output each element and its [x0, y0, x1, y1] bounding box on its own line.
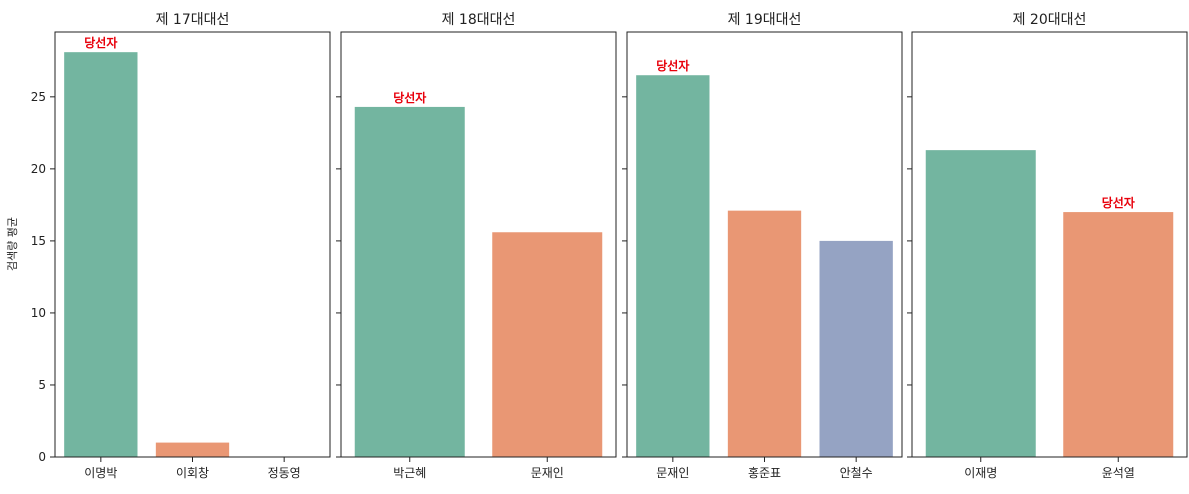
y-tick-label: 25: [31, 90, 46, 104]
bar-이명박: [64, 52, 138, 457]
x-tick-label: 윤석열: [1102, 466, 1135, 480]
y-axis-label: 검색량 평균: [6, 217, 19, 271]
bar-문재인: [636, 75, 710, 457]
panel-title: 제 17대대선: [156, 12, 230, 28]
y-tick-label: 0: [38, 450, 46, 464]
y-tick-label: 10: [31, 306, 46, 320]
x-tick-label: 이재명: [964, 466, 997, 480]
bar-박근혜: [354, 106, 465, 457]
bar-윤석열: [1063, 212, 1174, 457]
winner-label: 당선자: [84, 35, 117, 50]
x-tick-label: 이명박: [84, 466, 117, 480]
bar-이회창: [155, 442, 230, 457]
panel-title: 제 18대대선: [442, 12, 516, 28]
plot-frame: [54, 31, 331, 458]
bar-이재명: [925, 150, 1036, 457]
x-tick-label: 문재인: [656, 466, 689, 480]
winner-label: 당선자: [656, 58, 689, 73]
y-tick-label: 5: [38, 378, 46, 392]
x-tick-label: 정동영: [268, 466, 301, 480]
bar-안철수: [819, 240, 893, 457]
bar-홍준표: [727, 210, 802, 457]
plot-frame: [626, 31, 903, 458]
x-tick-label: 박근혜: [393, 466, 426, 480]
panel-title: 제 19대대선: [728, 12, 802, 28]
plot-frame: [911, 31, 1188, 458]
panel-title: 제 20대대선: [1013, 12, 1087, 28]
winner-label: 당선자: [393, 90, 426, 105]
x-tick-label: 문재인: [531, 466, 564, 480]
x-tick-label: 이회창: [176, 466, 209, 480]
y-tick-label: 20: [31, 162, 46, 176]
bar-문재인: [492, 232, 603, 457]
y-tick-label: 15: [31, 234, 46, 248]
x-tick-label: 홍준표: [748, 466, 781, 480]
winner-label: 당선자: [1102, 195, 1135, 210]
plot-frame: [340, 31, 617, 458]
x-tick-label: 안철수: [840, 466, 873, 480]
